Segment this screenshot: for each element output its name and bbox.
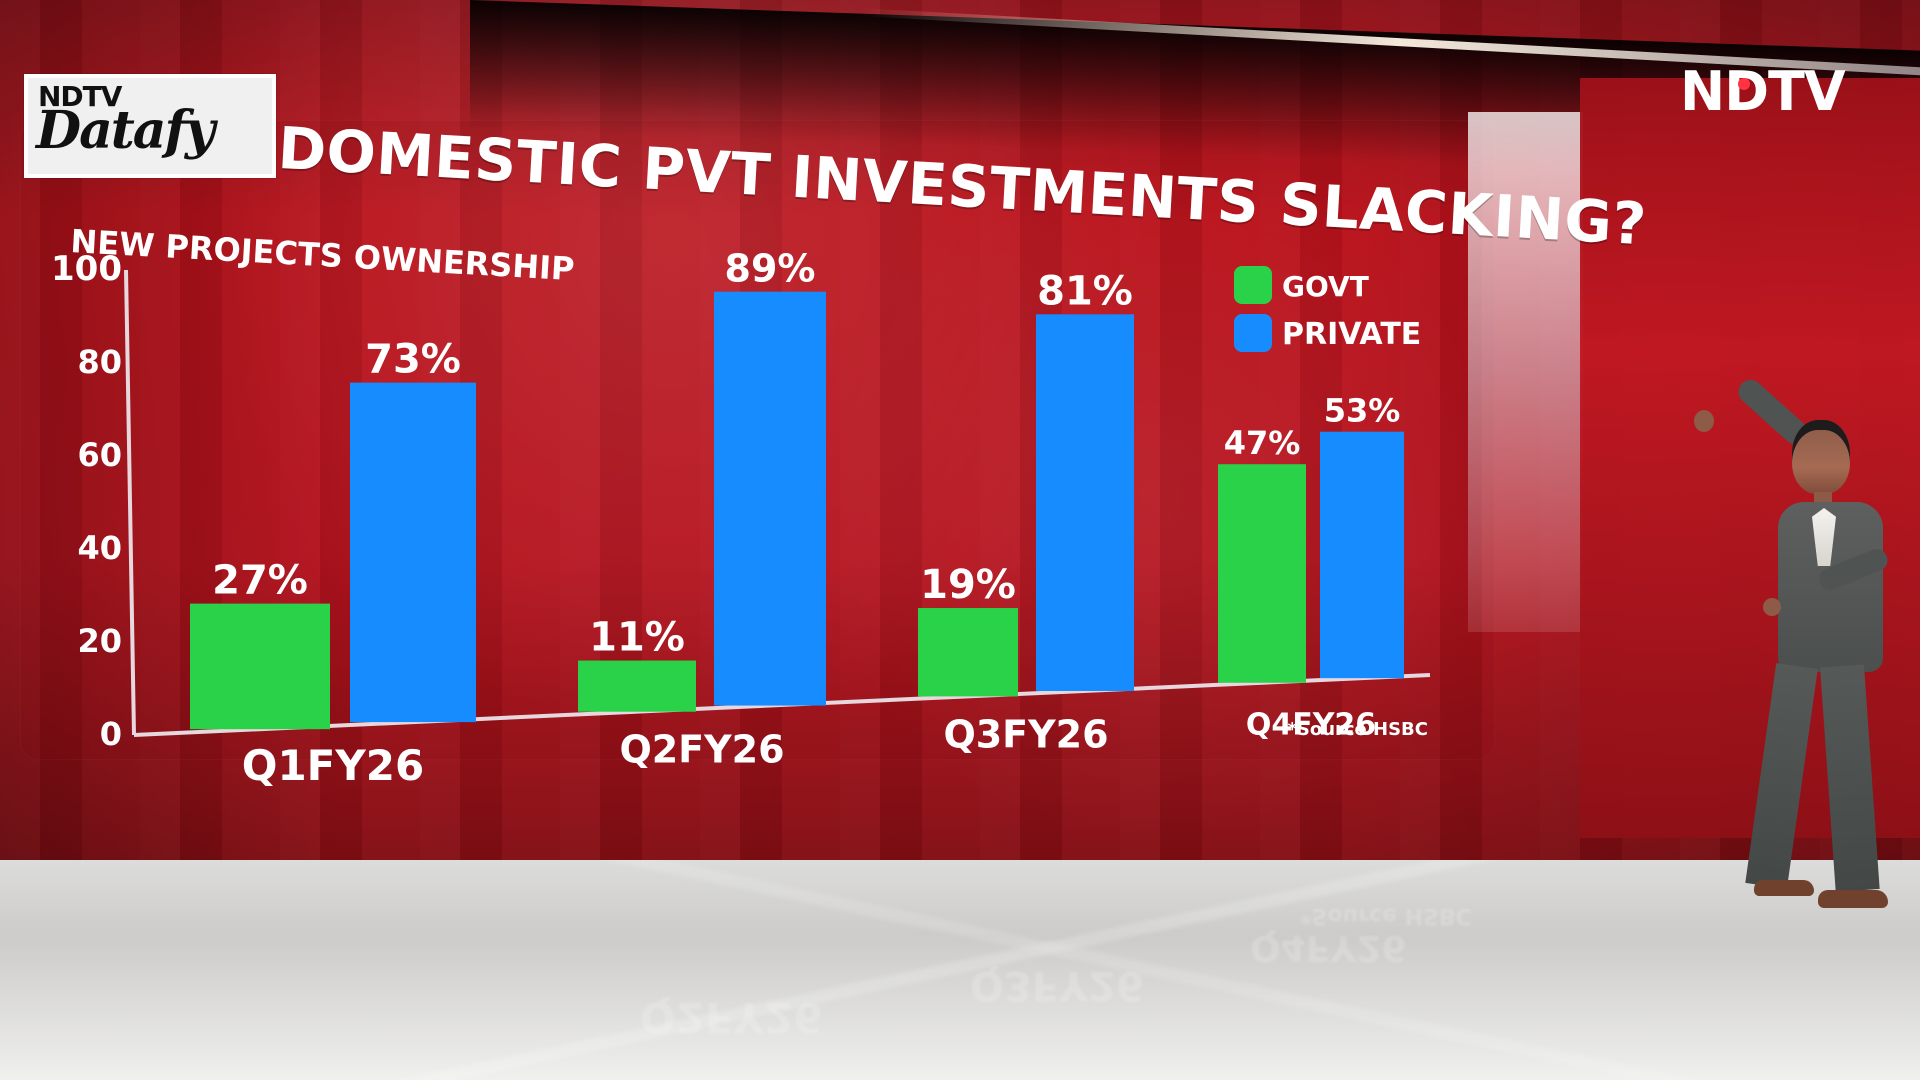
govt-value-label-q1fy26: 27% (212, 558, 308, 604)
chart-bars-layer (190, 291, 1404, 730)
govt-value-label-q2fy26: 11% (589, 615, 685, 661)
govt-value-label-q4fy26: 47% (1224, 424, 1301, 462)
govt-bar-q1fy26 (190, 603, 330, 730)
chart-legend-layer: GOVT PRIVATE (1234, 266, 1421, 352)
govt-legend-swatch (1234, 266, 1272, 304)
govt-bar-q3fy26 (918, 608, 1018, 697)
private-bar-q4fy26 (1320, 431, 1404, 679)
category-label-q2fy26: Q2FY26 (619, 728, 784, 772)
private-value-label-q4fy26: 53% (1324, 392, 1401, 430)
private-bar-q1fy26 (350, 382, 476, 723)
presenter-right-leg (1820, 664, 1880, 892)
private-legend-label: PRIVATE (1282, 317, 1421, 352)
presenter-left-leg (1745, 663, 1818, 889)
govt-bar-q4fy26 (1218, 464, 1306, 683)
source-note: *Source HSBC (1287, 719, 1428, 740)
ndtv-brand-logo: NDTV (1680, 60, 1846, 123)
logo-line-two: Datafy (36, 100, 215, 161)
private-bar-q3fy26 (1036, 314, 1134, 691)
private-value-label-q1fy26: 73% (365, 337, 461, 383)
y-tick-label-40: 40 (77, 529, 122, 567)
private-legend-swatch (1234, 314, 1272, 352)
y-tick-label-20: 20 (77, 622, 122, 660)
brand-dot-icon (1738, 78, 1750, 90)
category-label-q1fy26: Q1FY26 (242, 741, 424, 790)
presenter-left-shoe (1754, 880, 1814, 896)
presenter-right-shoe (1818, 890, 1888, 908)
y-tick-label-80: 80 (77, 343, 122, 381)
govt-legend-label: GOVT (1282, 270, 1369, 303)
private-value-label-q3fy26: 81% (1037, 268, 1133, 314)
datafy-logo: NDTV Datafy (24, 74, 276, 178)
govt-value-label-q3fy26: 19% (920, 562, 1016, 608)
chart-title: NEW PROJECTS OWNERSHIP (70, 222, 576, 288)
govt-bar-q2fy26 (578, 660, 696, 712)
studio-floor (0, 860, 1920, 1080)
private-value-label-q2fy26: 89% (725, 247, 816, 291)
y-tick-label-100: 100 (51, 249, 122, 289)
presenter (1670, 374, 1910, 930)
logo-line-one: NDTV (38, 80, 122, 113)
y-tick-label-0: 0 (100, 715, 122, 753)
category-label-q4fy26: Q4FY26 (1246, 708, 1376, 743)
private-bar-q2fy26 (714, 291, 826, 706)
floor-reflection-lines (0, 860, 1920, 1080)
presenter-right-hand (1763, 598, 1781, 616)
y-tick-label-60: 60 (77, 436, 122, 474)
bright-window-panel (1468, 112, 1583, 632)
presenter-head (1792, 420, 1850, 494)
y-axis-line (124, 269, 136, 736)
presenter-left-hand (1694, 410, 1714, 432)
category-label-q3fy26: Q3FY26 (943, 713, 1108, 757)
